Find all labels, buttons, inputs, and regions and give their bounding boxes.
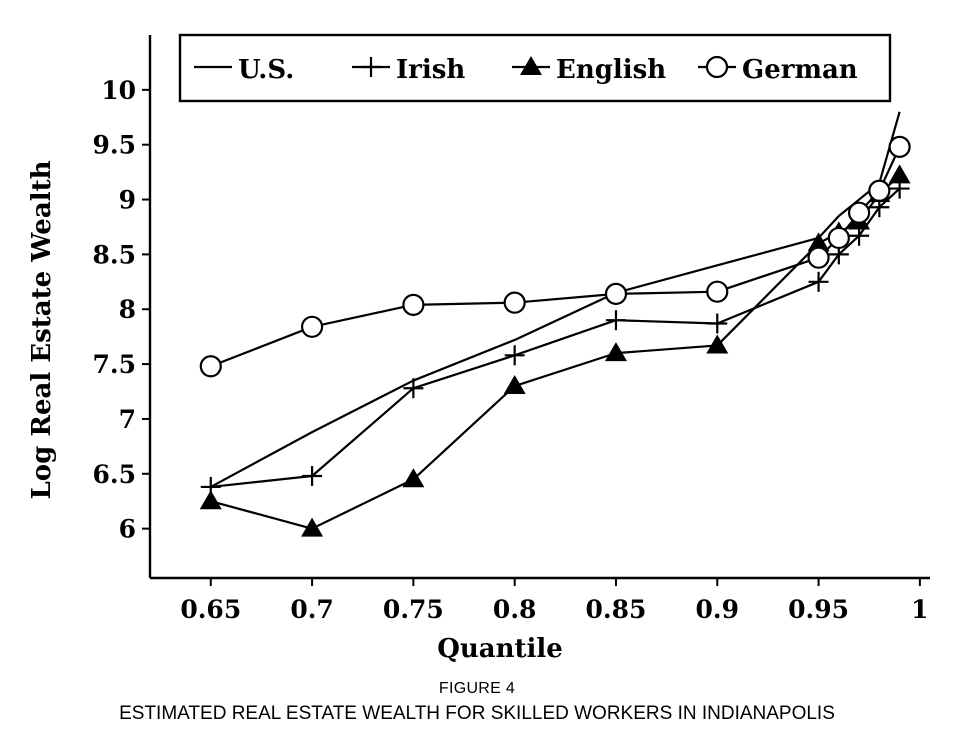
y-tick-label: 10 — [101, 76, 136, 105]
data-point-irish — [504, 345, 525, 366]
x-tick-label: 0.75 — [383, 595, 444, 624]
data-point-english — [199, 490, 222, 510]
y-tick-label: 8.5 — [93, 240, 137, 269]
y-tick-label: 8 — [119, 295, 136, 324]
x-tick-label: 0.65 — [180, 595, 241, 624]
data-point-english — [301, 517, 324, 537]
data-point-german — [888, 135, 911, 158]
legend-marker-irish — [361, 57, 381, 77]
legend-item-us: U.S. — [194, 55, 294, 85]
series-line-irish — [210, 187, 901, 489]
data-point-irish — [605, 310, 626, 331]
series-english — [199, 164, 911, 537]
legend: U.S. Irish English German — [178, 33, 892, 103]
y-tick-label: 7 — [119, 405, 136, 434]
x-tick-label: 0.8 — [493, 595, 537, 624]
legend-item-irish: Irish — [352, 55, 465, 85]
data-point-english — [888, 164, 911, 184]
y-tick-label: 6.5 — [93, 460, 137, 489]
series-us — [210, 111, 901, 488]
data-point-german — [868, 179, 891, 202]
legend-label-english: English — [556, 55, 666, 85]
y-tick-label: 7.5 — [93, 350, 137, 379]
x-tick-label: 0.85 — [586, 595, 647, 624]
data-point-german — [807, 246, 830, 269]
data-point-german — [706, 280, 729, 303]
series-irish — [200, 178, 910, 497]
legend-marker-german — [705, 55, 729, 79]
data-point-english — [503, 375, 526, 395]
data-point-german — [402, 293, 425, 316]
legend-item-english: English — [512, 55, 666, 85]
data-point-german — [300, 315, 324, 338]
y-tick-label: 9 — [119, 186, 136, 215]
x-tick-label: 1 — [911, 595, 928, 624]
data-point-english — [402, 468, 425, 488]
data-point-irish — [707, 313, 728, 334]
series-german — [199, 135, 911, 378]
x-tick-label: 0.95 — [788, 595, 849, 624]
data-point-german — [199, 355, 222, 378]
legend-item-german: German — [698, 55, 858, 85]
legend-label-german: German — [742, 55, 858, 85]
data-point-german — [827, 226, 850, 250]
data-point-english — [604, 342, 627, 362]
y-tick-label: 9.5 — [93, 131, 137, 160]
x-tick-label: 0.9 — [696, 595, 740, 624]
legend-label-irish: Irish — [396, 55, 465, 85]
x-tick-label: 0.7 — [290, 595, 334, 624]
data-point-english — [807, 232, 830, 252]
series-line-us — [210, 111, 901, 488]
data-point-irish — [302, 465, 323, 486]
y-tick-label: 6 — [119, 515, 136, 544]
axes: 6 6.5 7 7.5 8 8.5 9 9.5 10 0.65 0.7 0.75 0.8 0.85 0.9 0… — [93, 35, 930, 624]
figure-title: ESTIMATED REAL ESTATE WEALTH FOR SKILLED… — [119, 703, 835, 724]
data-point-english — [706, 334, 729, 354]
data-point-german — [503, 291, 526, 314]
data-point-german — [847, 201, 871, 224]
figure-label: FIGURE 4 — [438, 680, 516, 697]
legend-label-us: U.S. — [238, 55, 294, 85]
x-axis-title: Quantile — [437, 634, 563, 664]
y-axis-title: Log Real Estate Wealth — [27, 160, 57, 499]
series-group — [199, 111, 911, 537]
data-point-german — [604, 282, 628, 305]
legend-marker-english — [520, 56, 542, 75]
data-point-irish — [403, 378, 424, 399]
data-point-irish — [808, 271, 829, 292]
chart: 6 6.5 7 7.5 8 8.5 9 9.5 10 0.65 0.7 0.75 0.8 0.85 0.9 0… — [27, 33, 930, 664]
